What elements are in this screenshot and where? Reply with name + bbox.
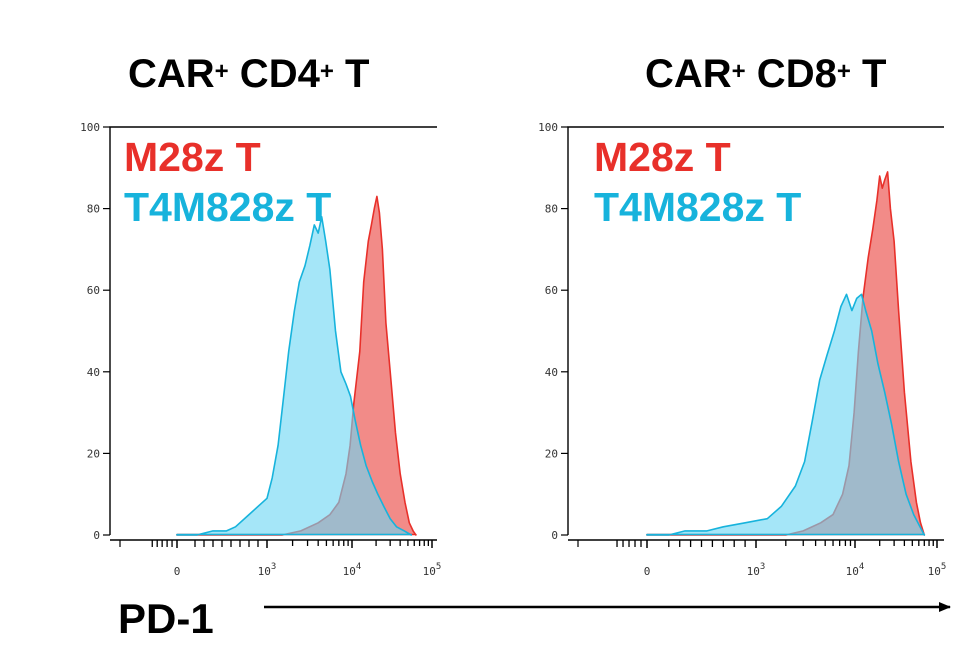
panel-title-cd8: CAR+ CD8+ T [645, 52, 887, 96]
panel-title-cd4: CAR+ CD4+ T [128, 52, 370, 96]
legend-entry-m28z-t: M28z T [124, 134, 261, 180]
y-tick-label: 40 [545, 366, 558, 379]
legend-entry-t4m828z-t: T4M828z T [124, 184, 331, 230]
y-tick-label: 80 [87, 203, 100, 216]
y-tick-label: 20 [87, 447, 100, 460]
y-tick-label: 60 [87, 284, 100, 297]
x-tick-label: 0 [644, 565, 651, 578]
x-tick-label: 104 [343, 562, 362, 578]
y-tick-label: 100 [80, 121, 100, 134]
y-tick-label: 0 [551, 529, 558, 542]
x-tick-label: 105 [928, 562, 947, 578]
y-tick-label: 20 [545, 447, 558, 460]
x-tick-label: 105 [423, 562, 442, 578]
y-tick-label: 0 [93, 529, 100, 542]
x-axis-label: PD-1 [118, 595, 214, 642]
series-area-t4m828z-t [646, 293, 926, 536]
y-tick-label: 60 [545, 284, 558, 297]
x-tick-label: 0 [174, 565, 181, 578]
x-tick-label: 103 [747, 562, 766, 578]
legend-entry-m28z-t: M28z T [594, 134, 731, 180]
y-tick-label: 100 [538, 121, 558, 134]
x-tick-label: 103 [258, 562, 277, 578]
y-tick-label: 40 [87, 366, 100, 379]
legend-entry-t4m828z-t: T4M828z T [594, 184, 801, 230]
y-tick-label: 80 [545, 203, 558, 216]
x-tick-label: 104 [846, 562, 865, 578]
series-area-t4m828z-t [176, 216, 412, 536]
